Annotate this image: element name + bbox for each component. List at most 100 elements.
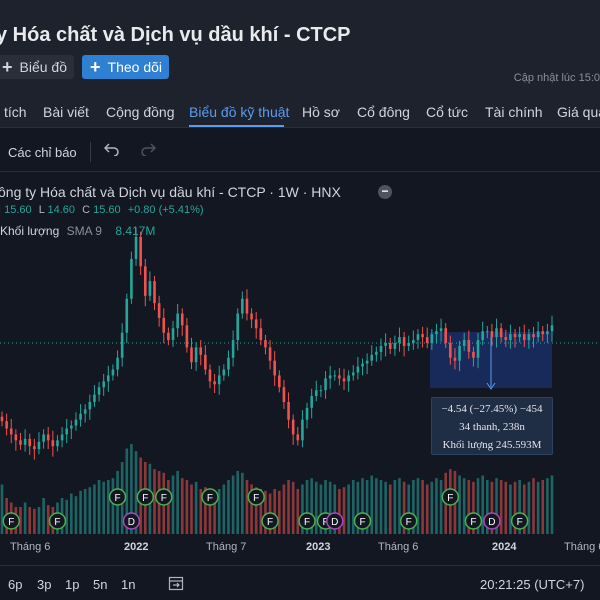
candle-body xyxy=(264,340,267,348)
candle-body xyxy=(0,416,4,422)
candle-body xyxy=(227,357,230,370)
candle-body xyxy=(259,328,263,341)
volume-bar xyxy=(342,487,346,534)
candle-body xyxy=(449,343,452,358)
volume-bar xyxy=(241,472,244,534)
range-5d-button[interactable]: 5n xyxy=(93,577,108,592)
volume-bar xyxy=(231,475,235,534)
volume-bar xyxy=(111,478,115,534)
candle-body xyxy=(301,419,304,441)
candle-body xyxy=(513,334,517,338)
plus-icon: + xyxy=(90,57,101,77)
volume-bar xyxy=(481,475,484,534)
collapse-legend-icon[interactable]: − xyxy=(378,185,392,199)
volume-bar xyxy=(296,489,300,534)
candle-body xyxy=(435,331,438,335)
candle-body xyxy=(14,434,18,441)
volume-bar xyxy=(439,480,443,534)
volume-bar xyxy=(522,484,526,534)
volume-bar xyxy=(28,507,32,534)
volume-bar xyxy=(430,481,434,534)
volume-bar xyxy=(278,490,281,534)
range-3m-button[interactable]: 3p xyxy=(37,577,52,592)
measure-bars: 34 thanh, 238n xyxy=(459,421,525,433)
volume-bar xyxy=(79,490,82,534)
chart-legend-title: ông ty Hóa chất và Dịch vụ dầu khí - CTC… xyxy=(0,184,341,200)
event-marker-label: F xyxy=(253,493,259,504)
candle-body xyxy=(296,434,300,441)
tab-dividends[interactable]: Cổ tức xyxy=(426,104,469,120)
volume-legend: Khối lượng SMA 9 8.417M xyxy=(0,224,155,238)
tab-technical-chart[interactable]: Biểu đồ kỹ thuật xyxy=(189,104,290,120)
candle-body xyxy=(194,347,198,363)
candle-body xyxy=(111,369,115,376)
event-marker-label: F xyxy=(447,493,453,504)
tab-posts[interactable]: Bài viết xyxy=(43,104,89,120)
undo-icon[interactable] xyxy=(103,142,120,161)
candle-body xyxy=(412,340,415,343)
candle-body xyxy=(278,375,281,388)
volume-bar xyxy=(370,475,374,534)
candle-body xyxy=(490,331,494,338)
volume-bar xyxy=(407,484,411,534)
tab-community[interactable]: Cộng đồng xyxy=(106,104,175,120)
chart-button[interactable]: + Biểu đồ xyxy=(0,55,74,79)
candle-body xyxy=(287,401,290,420)
event-f-marker xyxy=(201,488,219,506)
volume-bar xyxy=(319,484,323,534)
volume-bar xyxy=(46,505,50,534)
tab-shareholders[interactable]: Cổ đông xyxy=(357,104,410,120)
volume-bar xyxy=(338,489,341,534)
candle-body xyxy=(356,366,360,373)
candle-body xyxy=(33,446,36,450)
candle-body xyxy=(102,381,105,388)
event-f-marker xyxy=(247,488,265,506)
volume-bar xyxy=(518,480,521,534)
candle-body xyxy=(213,381,216,385)
volume-bar xyxy=(375,478,378,534)
volume-bar xyxy=(208,490,212,534)
company-title: y Hóa chất và Dịch vụ dầu khí - CTCP xyxy=(0,24,351,46)
event-f-marker xyxy=(136,488,155,506)
candle-body xyxy=(527,334,531,341)
volume-bar xyxy=(88,487,92,534)
range-bar: 6p 3p 1p 5n 1n 20:21:25 (UTC+7) xyxy=(0,565,600,600)
candle-body xyxy=(310,396,313,408)
volume-bar xyxy=(37,507,41,534)
goto-date-icon[interactable] xyxy=(168,575,184,596)
range-6m-button[interactable]: 6p xyxy=(8,577,23,592)
event-marker-label: D xyxy=(331,517,338,528)
tab-price-history[interactable]: Giá quá xyxy=(557,104,600,120)
candle-body xyxy=(462,340,466,346)
volume-bar xyxy=(217,489,221,534)
volume-bar xyxy=(472,481,475,534)
volume-bar xyxy=(83,489,87,534)
volume-bar xyxy=(19,507,22,534)
candle-body xyxy=(453,357,457,361)
candle-body xyxy=(217,375,221,385)
volume-bar xyxy=(204,487,207,534)
open-value: 15.60 xyxy=(4,204,32,216)
range-1m-button[interactable]: 1p xyxy=(65,577,80,592)
tab-profile[interactable]: Hồ sơ xyxy=(302,104,340,120)
measure-arrow-head xyxy=(486,382,496,390)
close-key: C xyxy=(82,204,91,216)
range-1d-button[interactable]: 1n xyxy=(121,577,136,592)
redo-icon[interactable] xyxy=(140,142,157,161)
candle-body xyxy=(388,343,392,349)
volume-bar xyxy=(546,478,549,534)
candle-body xyxy=(472,351,475,358)
volume-bar xyxy=(167,480,170,534)
event-f-marker xyxy=(48,512,67,530)
indicators-button[interactable]: Các chỉ báo xyxy=(8,145,77,160)
tab-analysis[interactable]: tích xyxy=(4,104,27,120)
candle-body xyxy=(42,434,45,442)
follow-button[interactable]: + Theo dõi xyxy=(82,55,169,79)
tab-financials[interactable]: Tài chính xyxy=(485,104,543,120)
chart-toolbar: Các chỉ báo xyxy=(0,128,600,172)
candle-body xyxy=(550,325,554,332)
candle-body xyxy=(273,360,276,376)
candle-body xyxy=(46,434,50,441)
volume-bar xyxy=(416,478,420,534)
